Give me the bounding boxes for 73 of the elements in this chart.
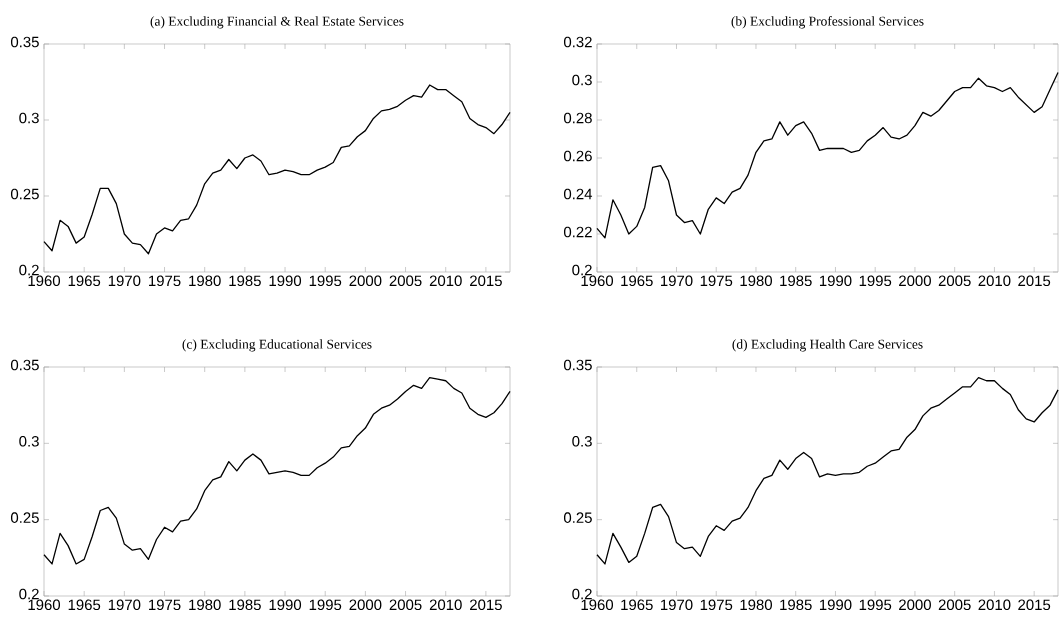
x-tick-label: 2010 [978,275,1011,287]
x-tick-label: 1965 [621,275,653,287]
y-tick-label: 0.22 [563,226,592,238]
y-tick-label: 0.3 [19,436,39,447]
x-tick-label: 1995 [859,275,892,287]
chart-title: (c) Excluding Educational Services [182,339,372,352]
y-tick-label: 0.35 [10,359,39,371]
x-tick-label: 1980 [740,599,772,611]
x-tick-label: 2010 [429,599,462,611]
x-tick-label: 1960 [581,275,614,287]
x-tick-label: 1965 [68,275,101,287]
y-tick-label: 0.35 [10,36,39,48]
x-tick-label: 2005 [938,599,971,611]
x-tick-label: 2015 [470,599,502,611]
x-tick-label: 1980 [189,275,221,287]
line-series [43,84,511,255]
y-tick-label: 0.32 [563,36,592,48]
x-tick-label: 1975 [700,275,733,287]
x-tick-label: 1960 [28,275,61,287]
x-tick-label: 1985 [780,275,812,287]
x-tick-label: 1990 [819,599,852,611]
x-tick-label: 2010 [429,275,462,287]
y-tick-label: 0.2 [19,588,39,600]
x-tick-label: 2015 [1018,599,1051,611]
x-tick-label: 1965 [68,599,101,611]
x-tick-label: 1970 [108,275,141,287]
x-tick-label: 2000 [899,599,931,611]
y-tick-label: 0.28 [563,112,592,124]
y-tick-label: 0.2 [572,264,592,276]
y-tick-label: 0.3 [19,112,39,124]
x-tick-label: 1985 [229,599,261,611]
x-tick-label: 1985 [780,599,812,611]
y-tick-label: 0.35 [563,359,592,371]
chart-title: (b) Excluding Professional Services [731,16,924,29]
x-tick-label: 2000 [899,275,931,287]
x-tick-label: 1995 [859,599,892,611]
y-tick-label: 0.2 [572,588,592,600]
x-tick-label: 1975 [149,275,181,287]
x-tick-label: 1970 [108,599,141,611]
y-tick-label: 0.25 [563,512,592,523]
chart-title: (d) Excluding Health Care Services [732,339,923,352]
y-tick-label: 0.26 [563,150,592,162]
x-tick-label: 1995 [309,599,342,611]
x-tick-label: 1970 [661,599,693,611]
x-tick-label: 2000 [349,275,382,287]
x-tick-label: 1960 [28,599,61,611]
x-tick-label: 1990 [269,599,302,611]
x-tick-label: 1960 [581,599,614,611]
y-tick-label: 0.24 [563,188,593,200]
x-tick-label: 2005 [389,599,422,611]
x-tick-label: 2015 [1018,275,1051,287]
x-tick-label: 1995 [309,275,342,287]
chart-title: (a) Excluding Financial & Real Estate Services [150,16,404,29]
x-tick-label: 2015 [470,275,502,287]
y-tick-label: 0.25 [10,188,39,200]
x-tick-label: 1970 [661,275,693,287]
x-tick-label: 1985 [229,275,261,287]
x-tick-label: 2005 [389,275,422,287]
x-tick-label: 1990 [269,275,302,287]
y-tick-label: 0.2 [19,264,39,276]
x-tick-label: 1975 [700,599,733,611]
x-tick-label: 1980 [189,599,221,611]
x-tick-label: 2010 [978,599,1011,611]
x-tick-label: 2005 [938,275,971,287]
x-tick-label: 1975 [149,599,181,611]
x-tick-label: 1980 [740,275,772,287]
x-tick-label: 1965 [621,599,653,611]
x-tick-label: 2000 [349,599,382,611]
y-tick-label: 0.25 [10,512,39,523]
y-tick-label: 0.3 [572,436,592,447]
y-tick-label: 0.3 [572,74,592,86]
x-tick-label: 1990 [819,275,852,287]
line-series [596,377,1059,565]
